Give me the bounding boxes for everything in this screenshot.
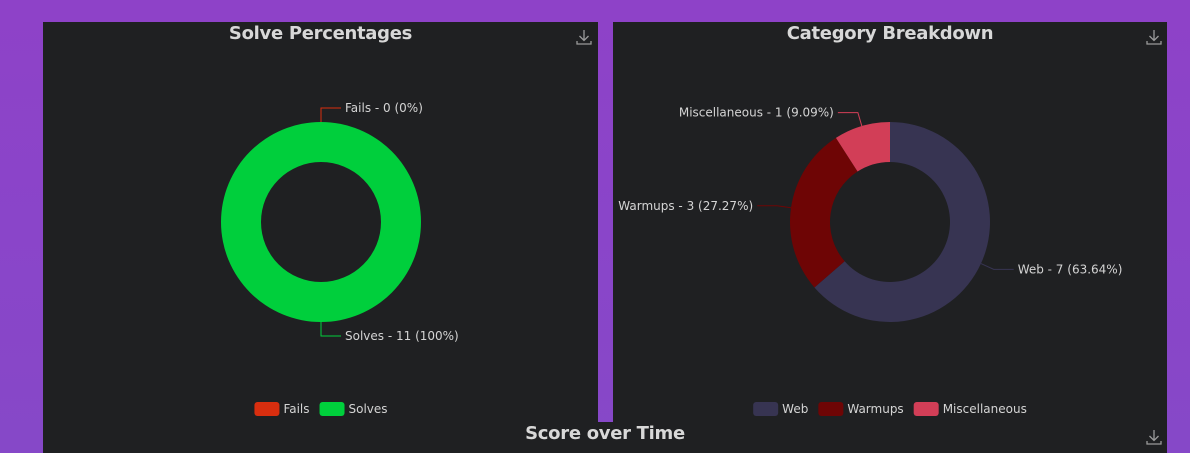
solve-percentages-title: Solve Percentages [228, 23, 413, 44]
legend-swatch-web[interactable] [753, 402, 779, 416]
slice-web[interactable] [814, 122, 990, 322]
legend-label-solves[interactable]: Solves [349, 402, 388, 416]
slice-label-fails: Fails - 0 (0%) [345, 101, 423, 115]
slice-label-web: Web - 7 (63.64%) [1018, 262, 1123, 276]
label-line-miscellaneous [837, 112, 863, 127]
download-icon[interactable] [575, 28, 593, 46]
slice-solves[interactable] [221, 122, 421, 322]
slice-label-solves: Solves - 11 (100%) [345, 329, 459, 343]
download-icon[interactable] [1145, 428, 1163, 446]
slice-warmups[interactable] [790, 137, 858, 288]
solve-percentages-panel: Solve Percentages Fails - 0 (0%) Solves -… [43, 22, 598, 422]
score-over-time-title: Score over Time [525, 423, 685, 444]
label-line-web [980, 263, 1014, 270]
label-line-fails [320, 107, 341, 122]
legend-label-web[interactable]: Web [782, 402, 808, 416]
category-breakdown-panel: Category Breakdown Web - 7 (63.64%) Warmu… [613, 22, 1167, 422]
legend-label-miscellaneous[interactable]: Miscellaneous [943, 402, 1027, 416]
download-icon[interactable] [1145, 28, 1163, 46]
legend-label-fails[interactable]: Fails [283, 402, 309, 416]
legend-label-warmups[interactable]: Warmups [847, 402, 903, 416]
slice-miscellaneous[interactable] [835, 122, 890, 172]
label-line-solves [320, 322, 341, 337]
score-over-time-panel: Score over Time [43, 422, 1167, 453]
solve-percentages-chart: Fails - 0 (0%) Solves - 11 (100%) Fails Sol… [221, 101, 459, 416]
category-breakdown-title: Category Breakdown [786, 23, 994, 44]
legend-swatch-solves[interactable] [319, 402, 345, 416]
legend-swatch-miscellaneous[interactable] [913, 402, 939, 416]
slice-label-warmups: Warmups - 3 (27.27%) [618, 199, 753, 213]
legend-swatch-fails[interactable] [254, 402, 280, 416]
legend-swatch-warmups[interactable] [818, 402, 844, 416]
category-breakdown-chart: Web - 7 (63.64%) Warmups - 3 (27.27%) Misc… [618, 106, 1123, 416]
slice-label-miscellaneous: Miscellaneous - 1 (9.09%) [679, 106, 834, 120]
label-line-warmups [757, 205, 792, 209]
